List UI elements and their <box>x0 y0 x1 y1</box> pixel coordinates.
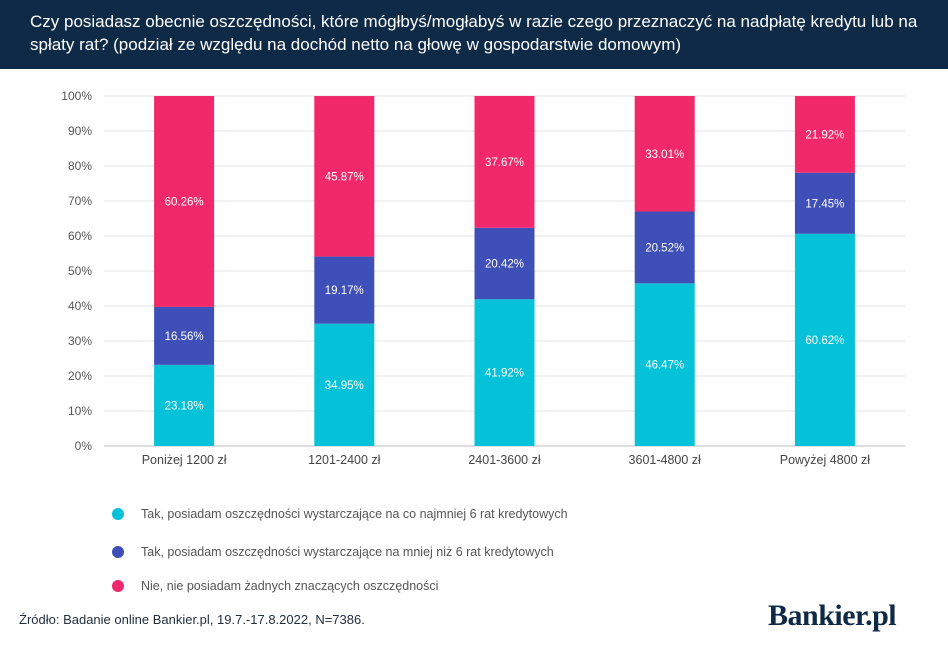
bar-segment-series-2 <box>314 256 375 324</box>
bar-segment-series-3 <box>794 96 855 173</box>
data-label: 17.45% <box>805 198 844 210</box>
y-tick-label: 100% <box>61 89 92 103</box>
x-tick-label: 2401-3600 zł <box>468 453 541 467</box>
y-tick-label: 70% <box>68 194 92 208</box>
y-tick-label: 30% <box>68 334 92 348</box>
chart-title: Czy posiadasz obecnie oszczędności, któr… <box>30 12 918 54</box>
bar-segment-series-1 <box>474 299 535 446</box>
data-label: 33.01% <box>645 149 684 161</box>
y-tick-label: 0% <box>75 439 93 453</box>
source-note: Źródło: Badanie online Bankier.pl, 19.7.… <box>19 612 365 627</box>
data-label: 20.42% <box>485 259 524 271</box>
data-label: 21.92% <box>805 129 844 141</box>
bar-segment-series-1 <box>794 233 855 446</box>
bar-segment-series-3 <box>154 96 215 307</box>
bar-segment-series-2 <box>474 227 535 300</box>
bar-segment-series-1 <box>314 323 375 446</box>
legend-dot-series-1 <box>112 508 124 520</box>
y-tick-label: 90% <box>68 124 92 138</box>
data-label: 41.92% <box>485 368 524 380</box>
x-tick-label: 3601-4800 zł <box>629 453 702 467</box>
data-label: 23.18% <box>165 400 204 412</box>
y-tick-label: 60% <box>68 229 92 243</box>
legend-label-series-3: Nie, nie posiadam żadnych znaczących osz… <box>141 579 439 593</box>
bar-segment-series-2 <box>154 306 215 365</box>
y-tick-label: 20% <box>68 369 92 383</box>
x-tick-label: 1201-2400 zł <box>308 453 381 467</box>
stacked-bar-chart: 0% 10% 20% 30% 40% 50% 60% 70% 80% 90% 100% 23.18% 1… <box>61 89 905 467</box>
bar-segment-series-1 <box>634 283 695 446</box>
bar-segment-series-3 <box>314 96 375 257</box>
y-tick-label: 40% <box>68 299 92 313</box>
data-label: 20.52% <box>645 242 684 254</box>
data-label: 19.17% <box>325 285 364 297</box>
data-label: 60.62% <box>805 335 844 347</box>
chart-header: Czy posiadasz obecnie oszczędności, któr… <box>0 0 948 69</box>
data-label: 37.67% <box>485 157 524 169</box>
x-tick-label: Poniżej 1200 zł <box>142 453 227 467</box>
legend-label-series-1: Tak, posiadam oszczędności wystarczające… <box>141 507 568 521</box>
legend-dot-series-3 <box>112 580 124 592</box>
bar-segment-series-1 <box>154 364 215 446</box>
bankier-logo: Bankier.pl <box>768 599 897 632</box>
legend-dot-series-2 <box>112 546 124 558</box>
data-label: 45.87% <box>325 171 364 183</box>
y-tick-label: 50% <box>68 264 92 278</box>
data-label: 16.56% <box>165 331 204 343</box>
bar-segment-series-3 <box>474 95 535 228</box>
x-tick-label: Powyżej 4800 zł <box>780 453 871 467</box>
bar-segment-series-3 <box>634 96 695 212</box>
bar-segment-series-2 <box>794 172 855 234</box>
data-label: 34.95% <box>325 380 364 392</box>
data-label: 60.26% <box>165 196 204 208</box>
bar-segment-series-2 <box>634 211 695 284</box>
data-label: 46.47% <box>645 360 684 372</box>
legend-label-series-2: Tak, posiadam oszczędności wystarczające… <box>141 545 554 559</box>
y-tick-label: 80% <box>68 159 92 173</box>
y-tick-label: 10% <box>68 404 92 418</box>
